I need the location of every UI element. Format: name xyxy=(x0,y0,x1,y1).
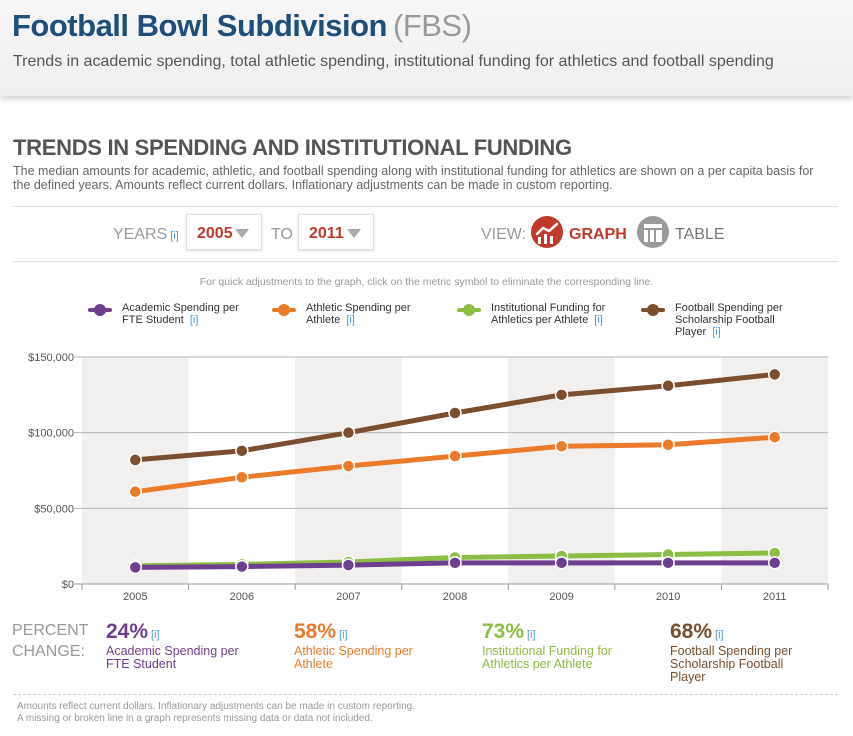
chart-column-band xyxy=(614,357,722,584)
divider-controls xyxy=(13,261,838,262)
x-tick-label: 2006 xyxy=(230,591,254,603)
x-tick-label: 2009 xyxy=(549,591,573,603)
x-tick-label: 2010 xyxy=(656,591,680,603)
data-point xyxy=(448,406,462,420)
years-label-text: YEARS xyxy=(113,226,168,243)
chart-column-band xyxy=(721,357,828,584)
data-point xyxy=(235,559,249,574)
footer-divider xyxy=(13,694,838,695)
table-view-label: TABLE xyxy=(675,226,725,243)
data-point xyxy=(661,556,675,570)
percent-info-icon[interactable]: [i] xyxy=(715,629,724,641)
chart-column-band xyxy=(401,357,509,584)
page-subtitle: Trends in academic spending, total athle… xyxy=(13,53,774,70)
data-point xyxy=(341,558,356,572)
x-tick-label: 2008 xyxy=(443,591,467,603)
data-point xyxy=(128,484,143,499)
percent-description: Academic Spending per FTE Student xyxy=(106,644,239,671)
legend-swatch-football xyxy=(641,304,665,316)
percent-info-icon[interactable]: [i] xyxy=(339,629,348,641)
data-point xyxy=(661,438,675,452)
graph-view-label: GRAPH xyxy=(569,226,627,243)
years-info-icon[interactable]: [i] xyxy=(170,230,179,242)
x-tick-label: 2005 xyxy=(123,591,147,603)
graph-view-button[interactable]: GRAPH xyxy=(531,216,627,250)
percent-info-icon[interactable]: [i] xyxy=(151,629,160,641)
legend-label-academic: Academic Spending per FTE Student [i] xyxy=(122,302,239,326)
x-tick-label: 2011 xyxy=(763,591,787,603)
percent-change-football: 68% [i] Football Spending per Scholarship … xyxy=(670,620,820,684)
page-title-text: Football Bowl Subdivision xyxy=(12,8,388,43)
data-point xyxy=(235,444,249,458)
x-tick-label: 2007 xyxy=(336,591,360,603)
years-label: YEARS [i] xyxy=(113,226,179,244)
page-header: Football Bowl Subdivision (FBS) Trends in… xyxy=(0,0,853,96)
data-point xyxy=(767,367,782,382)
to-year-select[interactable]: 2011 xyxy=(298,214,374,250)
legend-label-institutional: Institutional Funding for Athletics per A… xyxy=(491,302,606,326)
y-tick-label: $100,000 xyxy=(28,428,74,440)
percent-description: Football Spending per Scholarship Footbal… xyxy=(670,644,793,684)
view-label: VIEW: xyxy=(481,226,527,243)
chart-controls: YEARS [i] 2005 TO 2011 VIEW: GRAPH xyxy=(0,212,853,256)
to-label: TO xyxy=(271,226,293,243)
data-point xyxy=(767,556,782,570)
table-view-button[interactable]: TABLE xyxy=(637,216,727,250)
chart-hint: For quick adjustments to the graph, clic… xyxy=(199,276,654,288)
legend-swatch-athletic xyxy=(272,304,296,316)
legend-info-icon[interactable]: [i] xyxy=(189,314,199,326)
percent-value: 58% xyxy=(294,620,337,643)
footer-note: Amounts reflect current dollars. Inflati… xyxy=(17,701,415,724)
legend-label-football: Football Spending per Scholarship Footbal… xyxy=(675,302,783,338)
legend-info-icon[interactable]: [i] xyxy=(712,326,721,338)
chart-column-band xyxy=(188,357,296,584)
chevron-down-icon xyxy=(347,229,361,238)
percent-value: 73% xyxy=(482,620,525,643)
table-icon xyxy=(637,216,669,248)
chevron-down-icon xyxy=(235,229,249,238)
data-point xyxy=(767,430,782,444)
data-point xyxy=(235,470,249,485)
data-point xyxy=(448,449,462,463)
section-title: TRENDS IN SPENDING AND INSTITUTIONAL FUN… xyxy=(13,135,572,160)
percent-value: 24% xyxy=(106,620,149,643)
data-point xyxy=(554,439,569,454)
y-tick-label: $150,000 xyxy=(28,352,74,364)
data-point xyxy=(661,379,675,393)
percent-change-institutional: 73% [i] Institutional Funding for Athletic… xyxy=(482,620,632,671)
from-year-select[interactable]: 2005 xyxy=(186,214,262,250)
percent-description: Institutional Funding for Athletics per A… xyxy=(482,644,612,671)
data-point xyxy=(128,453,143,467)
legend-info-icon[interactable]: [i] xyxy=(346,314,355,326)
to-year-value: 2011 xyxy=(309,225,344,242)
percent-change-athletic: 58% [i] Athletic Spending per Athlete xyxy=(294,620,444,671)
legend-info-icon[interactable]: [i] xyxy=(594,314,603,326)
legend-swatch-institutional xyxy=(457,304,481,316)
section-description: The median amounts for academic, athleti… xyxy=(13,164,814,192)
page-title-abbr: (FBS) xyxy=(393,8,472,43)
legend-swatch-academic xyxy=(88,304,112,316)
page-title: Football Bowl Subdivision (FBS) xyxy=(12,8,472,44)
divider-top xyxy=(13,206,838,207)
data-point xyxy=(341,425,356,440)
graph-icon xyxy=(531,216,563,248)
percent-change-label: PERCENT CHANGE: xyxy=(12,622,89,660)
data-point xyxy=(554,556,569,570)
data-point xyxy=(448,556,462,570)
y-tick-label: $50,000 xyxy=(34,503,74,515)
line-chart: $0 $50,000 $100,000 $150,000 2005 2006 2007 200… xyxy=(28,352,829,603)
data-point xyxy=(341,459,356,473)
chart-column-band xyxy=(82,357,189,584)
legend-label-athletic: Athletic Spending per Athlete [i] xyxy=(306,302,411,326)
data-point xyxy=(554,388,569,402)
percent-change-academic: 24% [i] Academic Spending per FTE Student xyxy=(106,620,256,671)
percent-description: Athletic Spending per Athlete xyxy=(294,644,413,671)
percent-value: 68% xyxy=(670,620,713,643)
y-tick-label: $0 xyxy=(62,579,74,591)
percent-info-icon[interactable]: [i] xyxy=(527,629,536,641)
data-point xyxy=(128,560,143,575)
from-year-value: 2005 xyxy=(197,225,233,242)
